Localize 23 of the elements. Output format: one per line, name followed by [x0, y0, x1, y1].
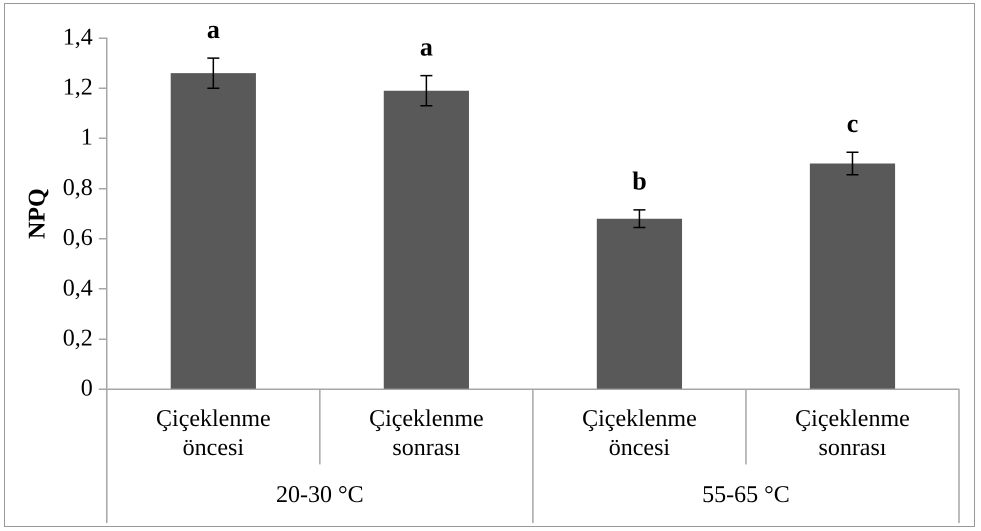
x-tick-label: Çiçeklenme öncesi	[582, 406, 697, 461]
text: 20-30 °C	[276, 482, 364, 508]
x-tick-label: Çiçeklenme sonrası	[795, 406, 910, 461]
x-tick-label: Çiçeklenme öncesi	[156, 406, 271, 461]
y-tick-label: 0	[80, 376, 93, 402]
y-tick-label: 0,4	[62, 275, 93, 302]
y-tick-label: 1,2	[62, 74, 93, 100]
data-label: a	[206, 14, 220, 44]
data-label: b	[632, 166, 647, 196]
y-tick-label: 1	[80, 124, 93, 151]
y-tick-label: 1,4	[62, 24, 93, 50]
bar	[170, 73, 256, 389]
x-tick-label: Çiçeklenme sonrası	[369, 406, 484, 461]
bar	[596, 218, 682, 389]
y-axis-title: NPQ	[24, 188, 51, 240]
y-tick-label: 0,8	[62, 174, 93, 201]
bar	[384, 90, 469, 389]
y-tick-label: 0,2	[62, 325, 93, 352]
text: 55-65 °C	[702, 482, 790, 508]
y-tick-label: 0,6	[62, 225, 93, 252]
data-label: c	[846, 108, 858, 138]
bar	[810, 164, 896, 389]
data-label: a	[420, 32, 433, 62]
